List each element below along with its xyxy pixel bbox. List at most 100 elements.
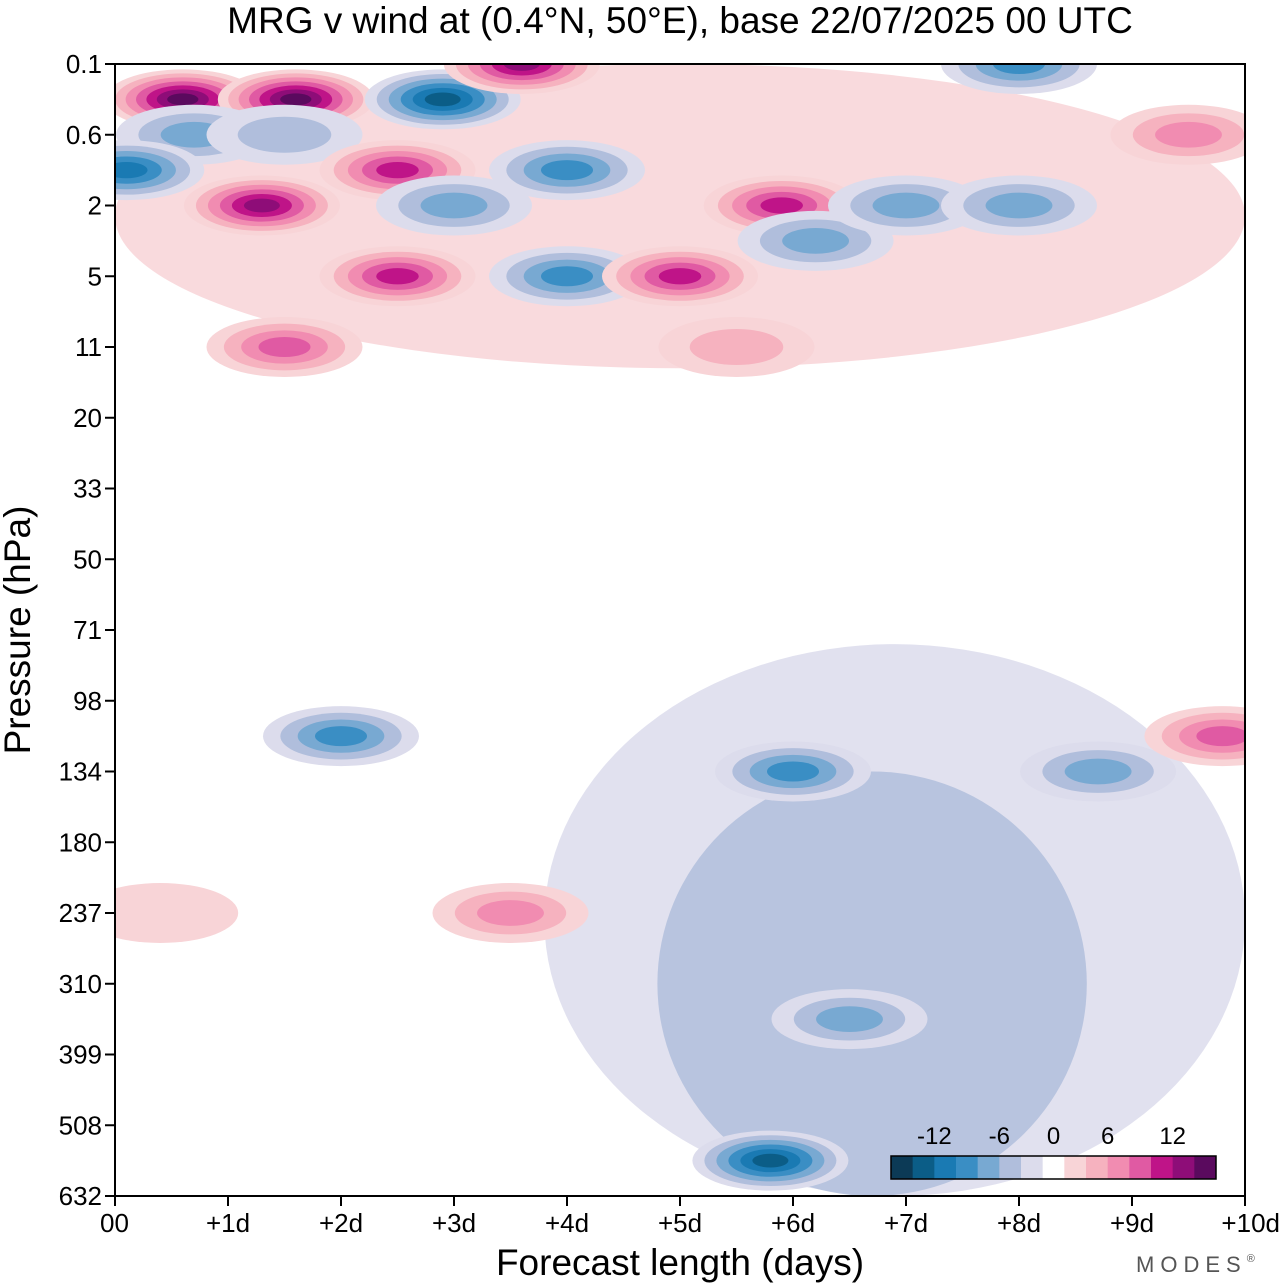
contour-level — [167, 93, 199, 106]
colorbar-swatch — [1129, 1156, 1152, 1179]
contour-level — [767, 761, 819, 782]
contour-cell — [319, 246, 476, 307]
y-tick-label: 0.6 — [66, 120, 102, 150]
colorbar-swatch — [1151, 1156, 1174, 1179]
contour-cell — [1020, 741, 1177, 802]
contour-level — [280, 93, 312, 106]
contour-cell — [443, 64, 600, 94]
contour-cell — [263, 706, 419, 767]
contour-level — [658, 268, 702, 285]
colorbar-swatch — [912, 1156, 935, 1179]
y-tick-label: 0.1 — [66, 49, 102, 79]
y-tick-label: 71 — [73, 615, 102, 645]
x-axis: 00 +1d +2d +3d +4d +5d +6d +7d +8d +9d +10d — [100, 1196, 1280, 1238]
contour-level — [376, 268, 419, 285]
x-tick-label: +10d — [1221, 1208, 1280, 1238]
x-tick-label: 00 — [100, 1208, 129, 1238]
y-axis: 0.1 0.6 2 5 11 20 33 50 71 98 134 180 237 310 399 508 63… — [59, 49, 115, 1211]
contour-level — [237, 116, 332, 153]
contour-level — [503, 64, 540, 71]
y-tick-label: 11 — [75, 332, 102, 362]
contour-cell — [376, 175, 532, 236]
contour-cell — [183, 175, 340, 236]
colorbar-swatch — [1172, 1156, 1195, 1179]
x-tick-label: +6d — [771, 1208, 815, 1238]
colorbar: -12 -6 0 6 12 — [890, 1123, 1217, 1180]
y-tick-label: 20 — [73, 403, 102, 433]
contour-cell — [115, 140, 205, 201]
contour-level — [1196, 726, 1245, 747]
colorbar-swatch — [999, 1156, 1022, 1179]
x-tick-label: +8d — [997, 1208, 1041, 1238]
y-tick-label: 2 — [88, 191, 102, 221]
colorbar-label: 12 — [1159, 1123, 1186, 1150]
contour-level — [376, 161, 419, 179]
contour-level — [752, 1153, 789, 1168]
contour-level — [816, 1006, 883, 1032]
contour-cell — [1110, 104, 1245, 165]
y-tick-label: 310 — [59, 969, 102, 999]
x-tick-label: +5d — [658, 1208, 702, 1238]
colorbar-label: -6 — [989, 1123, 1010, 1150]
contour-level — [993, 64, 1045, 74]
x-tick-label: +4d — [545, 1208, 589, 1238]
contour-cell — [715, 741, 871, 802]
contour-level — [541, 160, 593, 181]
contour-cell — [206, 104, 363, 165]
colorbar-swatch — [891, 1156, 914, 1179]
contour-level — [258, 337, 311, 357]
x-axis-label: Forecast length (days) — [496, 1242, 864, 1283]
colorbar-frame — [890, 1155, 1217, 1180]
contour-cell — [115, 883, 239, 943]
contour-level — [315, 726, 367, 747]
y-axis-label: Pressure (hPa) — [0, 506, 38, 755]
plot-area — [115, 64, 1245, 1196]
contour-level — [1155, 121, 1222, 148]
contour-cell — [489, 246, 645, 307]
contour-level — [477, 900, 544, 926]
contour-level — [243, 198, 280, 213]
contour-cell — [1144, 706, 1245, 767]
contour-level — [1064, 758, 1132, 785]
colorbar-swatch — [1042, 1156, 1065, 1179]
x-tick-label: +7d — [884, 1208, 928, 1238]
x-tick-label: +9d — [1110, 1208, 1154, 1238]
colorbar-swatch — [1194, 1156, 1217, 1179]
x-tick-label: +2d — [319, 1208, 363, 1238]
contour-cell — [692, 1130, 849, 1191]
contour-level — [541, 266, 593, 287]
colorbar-swatch — [956, 1156, 979, 1179]
contour-band — [657, 771, 1087, 1196]
colorbar-label: 6 — [1101, 1123, 1114, 1150]
y-tick-label: 5 — [88, 261, 102, 291]
y-tick-label: 508 — [59, 1110, 102, 1140]
colorbar-swatch — [1064, 1156, 1087, 1179]
contour-cell — [206, 317, 363, 377]
colorbar-swatch — [977, 1156, 1000, 1179]
y-tick-label: 98 — [73, 686, 102, 716]
contour-cell — [941, 175, 1097, 236]
contour-cell — [828, 175, 984, 236]
contour-cell — [771, 989, 928, 1050]
y-tick-label: 50 — [73, 544, 102, 574]
contour-level — [985, 192, 1053, 219]
chart-title: MRG v wind at (0.4°N, 50°E), base 22/07/… — [227, 0, 1133, 41]
contour-level — [420, 192, 488, 219]
contour-cell — [658, 317, 815, 377]
x-tick-label: +1d — [206, 1208, 250, 1238]
y-tick-label: 134 — [59, 757, 102, 787]
contour-level — [115, 883, 239, 943]
contour-cell — [941, 64, 1097, 94]
colorbar-label: -12 — [917, 1123, 952, 1150]
contour-level — [689, 329, 784, 365]
y-tick-label: 399 — [59, 1040, 102, 1070]
modes-logo-text: MODES — [1136, 1252, 1247, 1277]
modes-logo: MODES® — [1136, 1252, 1255, 1277]
registered-mark: ® — [1247, 1253, 1255, 1265]
colorbar-label: 0 — [1047, 1123, 1060, 1150]
colorbar-swatch — [1086, 1156, 1109, 1179]
contour-level — [760, 197, 803, 214]
y-tick-label: 33 — [73, 474, 102, 504]
contour-cell — [489, 140, 645, 201]
